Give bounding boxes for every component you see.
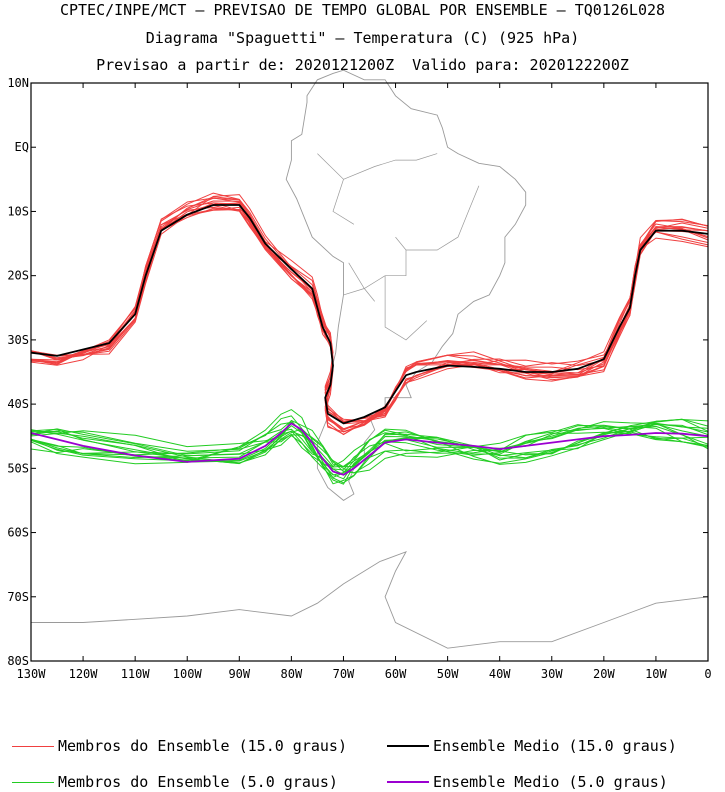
- lat-tick-label: 10N: [7, 76, 29, 90]
- legend-item-members-5: Membros do Ensemble (5.0 graus): [12, 773, 338, 791]
- lon-tick-label: 80W: [281, 667, 303, 681]
- border-line: [348, 262, 375, 302]
- ensemble-5-member-line: [30, 424, 709, 468]
- ensemble-5-member-line: [30, 409, 709, 484]
- lon-tick-label: 30W: [541, 667, 563, 681]
- legend-swatch-members-5: [12, 781, 54, 783]
- title-line-1: CPTEC/INPE/MCT — PREVISAO DE TEMPO GLOBA…: [59, 1, 666, 19]
- legend-label-members-15: Membros do Ensemble (15.0 graus): [58, 737, 347, 755]
- legend-item-members-15: Membros do Ensemble (15.0 graus): [12, 737, 347, 755]
- lon-tick-label: 10W: [645, 667, 667, 681]
- ensemble-mean-5-line: [30, 422, 709, 476]
- legend-swatch-mean-15: [387, 745, 429, 747]
- coastline-antarctica: [31, 550, 709, 649]
- ensemble-15-member-line: [30, 206, 709, 433]
- members-15-layer: [30, 192, 709, 436]
- ensemble-5-member-line: [30, 421, 709, 474]
- members-5-layer: [30, 409, 709, 485]
- map-frame: [30, 82, 709, 662]
- border-line: [317, 153, 355, 225]
- legend-item-mean-15: Ensemble Medio (15.0 graus): [387, 737, 677, 755]
- lon-tick-label: 40W: [489, 667, 511, 681]
- lat-tick-label: 10S: [7, 204, 29, 218]
- lat-tick-label: 30S: [7, 333, 29, 347]
- lon-tick-label: 110W: [121, 667, 151, 681]
- legend-swatch-members-15: [12, 745, 54, 747]
- ensemble-mean-15-line: [30, 204, 709, 425]
- legend-label-members-5: Membros do Ensemble (5.0 graus): [58, 773, 338, 791]
- lon-tick-label: 20W: [593, 667, 615, 681]
- lon-tick-label: 70W: [333, 667, 355, 681]
- lat-tick-label: 60S: [7, 526, 29, 540]
- legend-swatch-mean-5: [387, 781, 429, 783]
- lon-tick-label: 50W: [437, 667, 459, 681]
- ensemble-15-member-line: [30, 192, 709, 430]
- lon-tick-label: 60W: [385, 667, 407, 681]
- legend-label-mean-5: Ensemble Medio (5.0 graus): [433, 773, 668, 791]
- lon-tick-label: 100W: [173, 667, 203, 681]
- legend-label-mean-15: Ensemble Medio (15.0 graus): [433, 737, 677, 755]
- lon-tick-label: 0: [704, 667, 711, 681]
- lat-tick-label: 70S: [7, 590, 29, 604]
- lat-tick-label: 40S: [7, 397, 29, 411]
- ensemble-mean-layer: [30, 204, 709, 476]
- ensemble-15-member-line: [30, 205, 709, 433]
- title-line-3: Previsao a partir de: 2020121200Z Valido…: [96, 56, 629, 74]
- lat-tick-label: 50S: [7, 461, 29, 475]
- lon-tick-label: 120W: [69, 667, 99, 681]
- ensemble-15-member-line: [30, 194, 709, 423]
- border-line: [384, 275, 428, 341]
- lat-tick-label: 80S: [7, 654, 29, 668]
- title-line-2: Diagrama "Spaguetti" — Temperatura (C) (…: [145, 29, 580, 47]
- lat-tick-label: 20S: [7, 269, 29, 283]
- lat-tick-label: EQ: [15, 140, 29, 154]
- legend-item-mean-5: Ensemble Medio (5.0 graus): [387, 773, 668, 791]
- lon-tick-label: 130W: [17, 667, 47, 681]
- ensemble-15-member-line: [30, 196, 709, 424]
- border-line: [343, 236, 407, 296]
- border-line: [343, 153, 438, 180]
- lon-tick-label: 90W: [228, 667, 250, 681]
- border-line: [406, 185, 480, 251]
- ensemble-5-member-line: [30, 418, 709, 485]
